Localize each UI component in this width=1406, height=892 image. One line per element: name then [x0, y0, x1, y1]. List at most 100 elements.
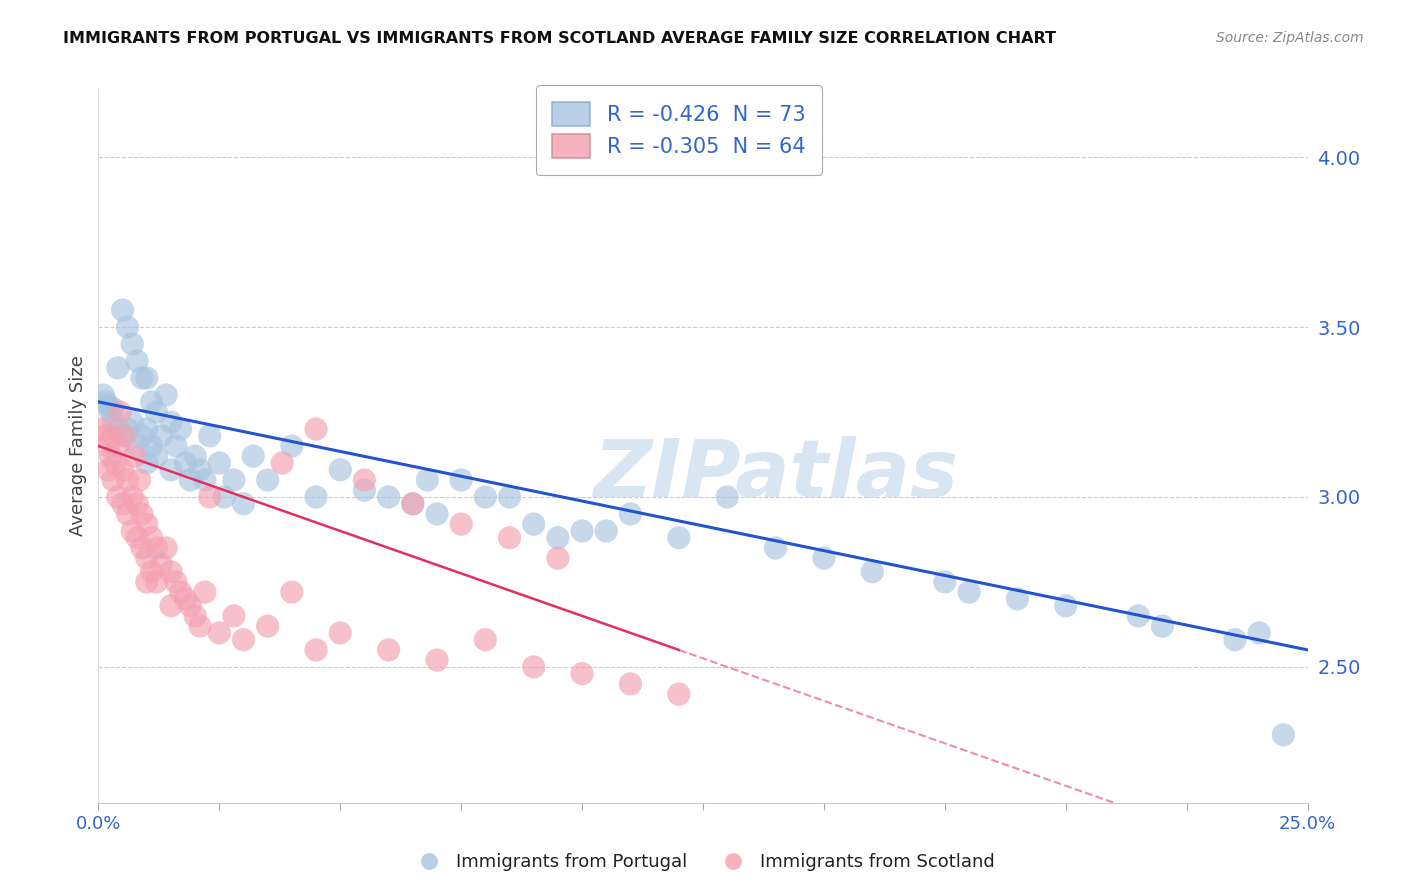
Point — [127, 497, 149, 511]
Point — [547, 551, 569, 566]
Text: IMMIGRANTS FROM PORTUGAL VS IMMIGRANTS FROM SCOTLAND AVERAGE FAMILY SIZE CORRELA: IMMIGRANTS FROM PORTUGAL VS IMMIGRANTS F… — [63, 31, 1056, 46]
Point — [128, 473, 150, 487]
Point — [222, 473, 245, 487]
Point — [100, 405, 122, 419]
Point — [1223, 632, 1246, 647]
Point — [1054, 599, 1077, 613]
Point — [165, 574, 187, 589]
Point — [155, 541, 177, 555]
Point — [523, 660, 546, 674]
Point — [426, 653, 449, 667]
Point — [117, 473, 139, 487]
Point — [450, 517, 472, 532]
Point — [194, 473, 217, 487]
Point — [114, 429, 136, 443]
Point — [281, 585, 304, 599]
Point — [474, 490, 496, 504]
Point — [145, 405, 167, 419]
Point — [135, 574, 157, 589]
Point — [188, 619, 211, 633]
Point — [127, 531, 149, 545]
Point — [127, 439, 149, 453]
Point — [145, 574, 167, 589]
Point — [212, 490, 235, 504]
Point — [117, 320, 139, 334]
Text: ZIPatlas: ZIPatlas — [593, 435, 957, 514]
Point — [111, 497, 134, 511]
Point — [232, 497, 254, 511]
Point — [100, 449, 122, 463]
Point — [91, 388, 114, 402]
Point — [256, 619, 278, 633]
Point — [117, 507, 139, 521]
Point — [135, 422, 157, 436]
Point — [107, 439, 129, 453]
Point — [934, 574, 956, 589]
Point — [668, 687, 690, 701]
Point — [131, 541, 153, 555]
Point — [91, 422, 114, 436]
Point — [377, 490, 399, 504]
Point — [131, 371, 153, 385]
Point — [184, 449, 207, 463]
Point — [426, 507, 449, 521]
Point — [131, 507, 153, 521]
Point — [107, 490, 129, 504]
Point — [305, 490, 328, 504]
Point — [194, 585, 217, 599]
Point — [104, 456, 127, 470]
Point — [329, 626, 352, 640]
Point — [402, 497, 425, 511]
Point — [668, 531, 690, 545]
Text: Source: ZipAtlas.com: Source: ZipAtlas.com — [1216, 31, 1364, 45]
Point — [1128, 608, 1150, 623]
Point — [256, 473, 278, 487]
Point — [547, 531, 569, 545]
Point — [619, 677, 641, 691]
Point — [135, 371, 157, 385]
Legend: Immigrants from Portugal, Immigrants from Scotland: Immigrants from Portugal, Immigrants fro… — [404, 847, 1002, 879]
Point — [329, 463, 352, 477]
Y-axis label: Average Family Size: Average Family Size — [69, 356, 87, 536]
Point — [184, 608, 207, 623]
Point — [305, 643, 328, 657]
Point — [353, 473, 375, 487]
Point — [281, 439, 304, 453]
Point — [155, 388, 177, 402]
Point — [141, 565, 163, 579]
Point — [957, 585, 980, 599]
Point — [101, 473, 124, 487]
Point — [208, 456, 231, 470]
Point — [402, 497, 425, 511]
Point — [571, 524, 593, 538]
Point — [107, 422, 129, 436]
Point — [160, 565, 183, 579]
Point — [716, 490, 738, 504]
Point — [179, 599, 201, 613]
Point — [101, 429, 124, 443]
Point — [160, 599, 183, 613]
Point — [198, 490, 221, 504]
Point — [124, 449, 146, 463]
Point — [150, 429, 173, 443]
Point — [160, 463, 183, 477]
Point — [97, 463, 120, 477]
Point — [97, 398, 120, 412]
Point — [111, 303, 134, 318]
Point — [305, 422, 328, 436]
Point — [101, 401, 124, 416]
Point — [174, 456, 197, 470]
Point — [111, 463, 134, 477]
Point — [174, 591, 197, 606]
Point — [188, 463, 211, 477]
Point — [141, 439, 163, 453]
Point — [450, 473, 472, 487]
Point — [198, 429, 221, 443]
Point — [111, 429, 134, 443]
Point — [498, 490, 520, 504]
Point — [121, 415, 143, 429]
Point — [117, 422, 139, 436]
Point — [242, 449, 264, 463]
Point — [160, 415, 183, 429]
Point — [860, 565, 883, 579]
